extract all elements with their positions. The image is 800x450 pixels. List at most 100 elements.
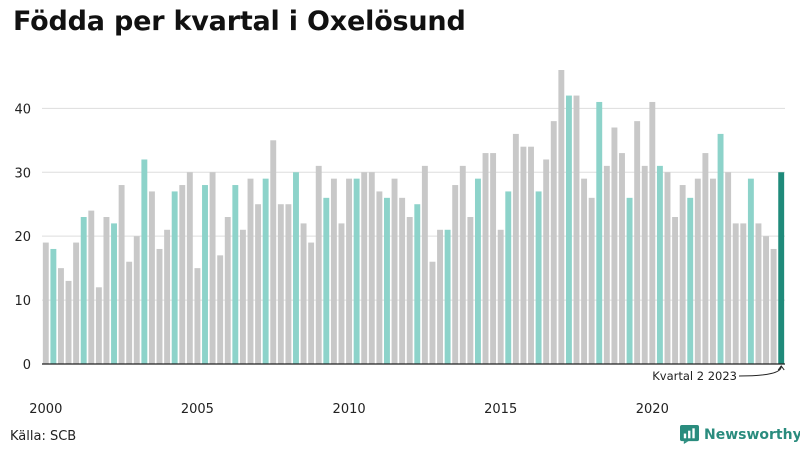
y-tick-label: 10 <box>14 294 31 309</box>
bar <box>520 146 527 364</box>
bar <box>247 178 254 364</box>
bar <box>550 121 557 364</box>
bar <box>482 153 489 364</box>
y-tick-label: 20 <box>14 230 31 245</box>
bar <box>58 268 64 364</box>
bar <box>459 165 466 364</box>
bar <box>656 165 663 364</box>
bar <box>573 95 580 364</box>
annotation-group: Kvartal 2 2023 <box>652 365 785 383</box>
x-axis-labels: 2000 2005 2010 2015 2020 <box>29 402 669 417</box>
bar <box>747 178 754 364</box>
bar <box>626 197 633 364</box>
bar <box>437 229 443 364</box>
bar <box>512 133 519 364</box>
bar <box>467 217 474 364</box>
bar <box>679 185 686 364</box>
bar <box>634 121 641 364</box>
bar <box>95 287 102 364</box>
y-tick-label: 40 <box>14 102 31 117</box>
bar <box>497 229 504 364</box>
bar <box>581 178 588 364</box>
x-tick-label: 2005 <box>181 402 214 417</box>
bar <box>88 210 95 364</box>
bar <box>141 159 148 364</box>
bar <box>687 197 694 364</box>
bar <box>565 95 572 364</box>
bar <box>186 172 193 364</box>
bar <box>277 204 284 364</box>
y-tick-label: 30 <box>14 166 31 181</box>
bar <box>103 217 110 364</box>
bar <box>202 185 208 364</box>
bar <box>118 185 125 364</box>
bar <box>224 217 231 364</box>
bar <box>558 70 565 364</box>
bar <box>694 178 701 364</box>
bar <box>429 261 436 364</box>
bar <box>217 255 224 364</box>
bar <box>330 178 337 364</box>
brand-name: Newsworthy <box>704 426 800 443</box>
bar <box>179 185 186 364</box>
bar <box>725 172 732 364</box>
x-tick-label: 2000 <box>29 402 62 417</box>
x-tick-label: 2020 <box>636 402 669 417</box>
bar <box>710 178 716 364</box>
bar <box>209 172 216 364</box>
bar <box>543 159 550 364</box>
bar <box>414 204 421 364</box>
bar <box>361 172 368 364</box>
bar <box>270 140 277 364</box>
bar <box>376 191 383 364</box>
bar <box>755 223 762 364</box>
bar <box>293 172 299 364</box>
bar <box>133 236 140 364</box>
bar <box>80 217 87 364</box>
bar <box>702 153 709 364</box>
annotation-arrow <box>738 365 785 377</box>
bar <box>732 223 739 364</box>
x-tick-label: 2010 <box>333 402 366 417</box>
bar <box>239 229 246 364</box>
bar <box>368 172 375 364</box>
bar <box>399 197 406 364</box>
bar <box>73 242 80 364</box>
newsworthy-logo-icon <box>680 425 699 444</box>
chart-title: Födda per kvartal i Oxelösund <box>13 6 466 37</box>
bar <box>603 165 610 364</box>
bar <box>528 146 534 364</box>
bar <box>421 165 428 364</box>
bar <box>672 217 679 364</box>
bar <box>474 178 481 364</box>
bar <box>65 280 72 364</box>
bar <box>619 153 625 364</box>
x-tick-label: 2015 <box>484 402 517 417</box>
bar <box>164 229 171 364</box>
bar <box>323 197 330 364</box>
bar <box>111 223 117 364</box>
bar <box>778 172 785 364</box>
bar <box>535 191 542 364</box>
bar <box>126 261 133 364</box>
bar <box>315 165 322 364</box>
bar <box>156 248 163 364</box>
bar <box>452 185 459 364</box>
bar <box>262 178 269 364</box>
bar <box>717 133 724 364</box>
bar <box>353 178 360 364</box>
source-note: Källa: SCB <box>10 429 77 444</box>
bar <box>770 248 777 364</box>
bar <box>641 165 648 364</box>
bars <box>42 70 785 365</box>
bar <box>285 204 292 364</box>
bar <box>300 223 307 364</box>
bar <box>384 197 390 364</box>
bar <box>596 101 603 365</box>
bar <box>346 178 353 364</box>
brand-logo: Newsworthy <box>680 425 800 444</box>
bar <box>308 242 315 364</box>
y-axis-labels: 0 10 20 30 40 <box>14 102 31 373</box>
bar <box>232 185 239 364</box>
